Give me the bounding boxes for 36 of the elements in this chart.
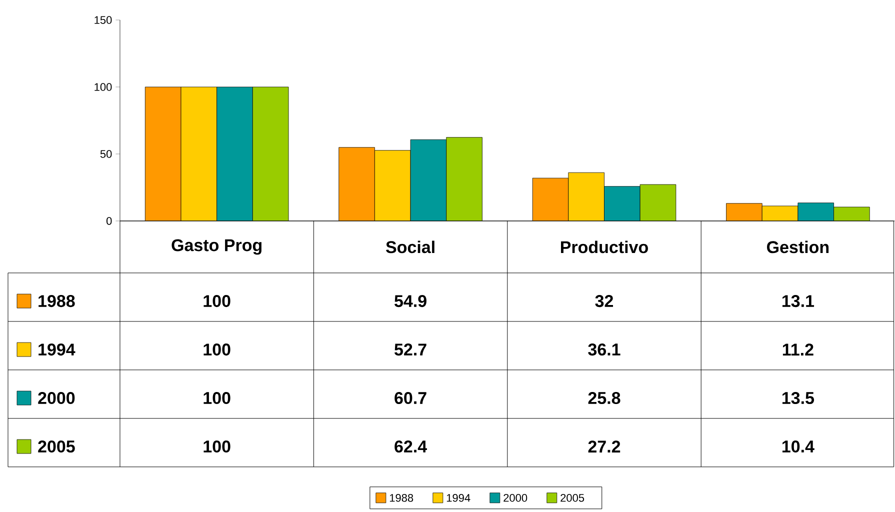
data-label: 11.2 — [782, 344, 814, 356]
data-label: 13.5 — [782, 392, 814, 404]
data-label: 32 — [595, 295, 614, 308]
legend-label: 2005 — [560, 494, 584, 502]
data-label: 100 — [204, 392, 230, 404]
y-tick-label: 50 — [100, 150, 112, 158]
legend-label: 1994 — [38, 344, 76, 356]
text: 1988 — [390, 494, 414, 502]
bar — [798, 202, 834, 222]
data-label: 100 — [204, 295, 230, 308]
x-tick-label: Gasto Prog — [172, 239, 262, 255]
bar — [216, 87, 253, 222]
data-label: 10.4 — [782, 440, 814, 453]
data-label: 52.7 — [394, 344, 426, 356]
legend-label: 1988 — [38, 295, 75, 308]
data-label: 27.2 — [588, 440, 620, 453]
y-tick-label: 150 — [94, 16, 112, 24]
data-label: 54.9 — [394, 295, 426, 308]
legend-label: 2000 — [38, 392, 75, 404]
x-tick-label: Social — [386, 240, 434, 254]
data-label: 100 — [204, 440, 230, 453]
data-label: 62.4 — [394, 440, 427, 453]
x-tick-label: Gestion — [767, 240, 829, 254]
y-tick-label: 0 — [106, 217, 112, 225]
text: 1994 — [446, 494, 470, 502]
x-tick-label: Productivo — [561, 240, 648, 254]
data-label: 60.7 — [394, 392, 426, 404]
data-label: 25.8 — [588, 392, 620, 404]
data-label: 13.1 — [782, 295, 814, 308]
bar — [604, 186, 640, 222]
bar — [410, 140, 446, 222]
data-label: 100 — [204, 344, 230, 356]
y-tick-label: 100 — [94, 83, 112, 91]
text: 2005 — [38, 440, 75, 453]
text: 2000 — [504, 494, 528, 502]
data-label: 36.1 — [588, 344, 620, 356]
